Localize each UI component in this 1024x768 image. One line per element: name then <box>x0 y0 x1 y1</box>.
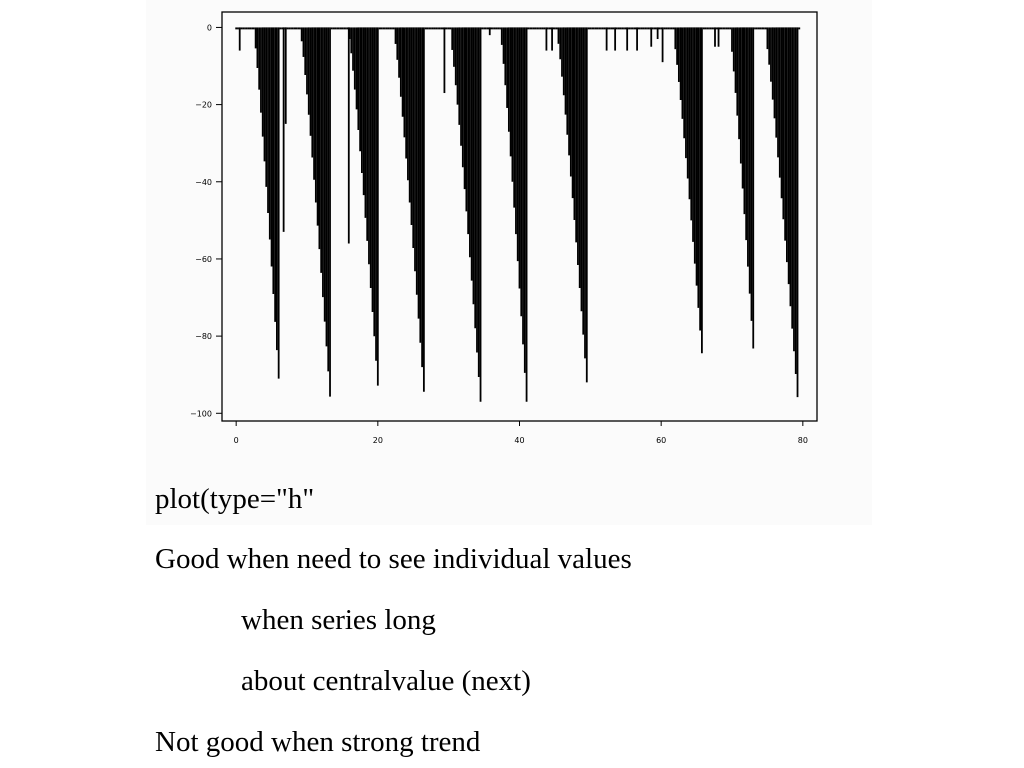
chart-bars <box>235 27 801 402</box>
y-axis: 0 −20 −40 −60 −80 −100 <box>190 23 222 418</box>
hline-chart: 0 20 40 60 80 0 −20 −40 −60 −80 −100 <box>146 0 872 525</box>
text-line-good-when: Good when need to see individual values <box>155 543 632 575</box>
x-tick-label: 60 <box>656 436 666 445</box>
y-tick-label: −100 <box>190 409 212 418</box>
y-tick-label: −40 <box>195 178 212 187</box>
x-tick-label: 40 <box>514 436 524 445</box>
y-tick-label: −60 <box>195 255 212 264</box>
y-tick-label: −80 <box>195 332 212 341</box>
x-tick-label: 0 <box>234 436 239 445</box>
y-tick-label: 0 <box>207 23 212 32</box>
text-line-central-value: about centralvalue (next) <box>241 665 531 697</box>
x-axis: 0 20 40 60 80 <box>234 421 808 445</box>
x-tick-label: 80 <box>798 436 808 445</box>
y-tick-label: −20 <box>195 101 212 110</box>
x-tick-label: 20 <box>373 436 383 445</box>
text-line-plot-type: plot(type="h" <box>155 483 315 515</box>
text-line-not-good: Not good when strong trend <box>155 726 481 758</box>
text-line-series-long: when series long <box>241 604 436 636</box>
